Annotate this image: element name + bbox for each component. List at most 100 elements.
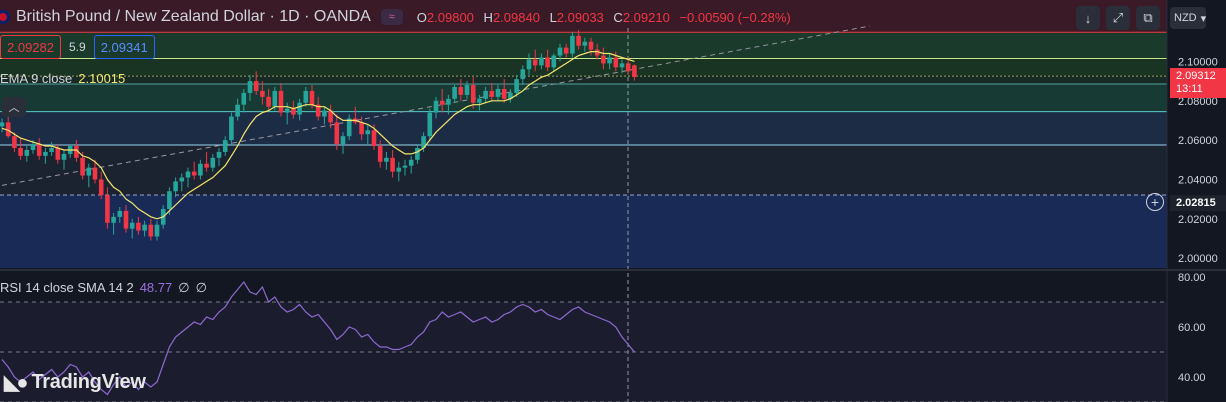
candle-body [18,147,23,156]
open-value: 2.09800 [426,9,474,25]
candle-body [198,163,203,176]
rsi-value: 48.77 [139,280,173,295]
ema-value: 2.10015 [78,71,126,86]
fullscreen-icon: ⤢ [1112,10,1124,25]
candle-body [5,122,11,137]
candle-body [433,100,439,113]
candle-body [365,130,371,135]
buy-button[interactable]: 2.09341 [93,35,155,59]
zone-fill [0,76,1167,85]
collapse-legend-button[interactable]: ︿ [2,97,26,117]
candle-body [563,47,569,54]
candle-body [415,147,420,160]
candle-body [30,144,36,150]
candle-body [396,167,402,172]
candle-body [315,104,321,117]
candle-body [495,88,501,97]
symbol-flag-icon [0,10,10,24]
screenshot-icon: ⧉ [1143,10,1153,25]
screenshot-button[interactable]: ⧉ [1136,6,1160,30]
price-tick-label: 2.06000 [1178,135,1218,147]
candle-body [625,63,631,72]
candle-body [371,130,377,147]
tradingview-logo-icon: ◣● [4,372,29,394]
close-label: C [613,9,623,25]
candle-body [594,49,600,56]
candle-body [390,157,395,172]
candle-body [12,136,17,148]
candle-body [489,90,495,97]
candle-body [191,171,197,176]
high-value: 2.09840 [492,9,540,25]
rsi-empty-1: ∅ [178,280,190,295]
add-plus-icon[interactable]: + [1146,193,1164,211]
zone-fill [0,0,1167,33]
ema-legend[interactable]: EMA 9 close 2.10015 [0,71,125,86]
candle-body [253,81,259,91]
candle-body [545,57,550,68]
ema-label: EMA 9 close [0,71,73,86]
close-value: 2.09210 [622,9,670,25]
tradingview-logo[interactable]: ◣● TradingView [4,370,146,395]
bar-countdown: 13:11 [1176,83,1203,95]
candle-body [247,81,253,93]
candle-body [241,92,247,105]
currency-selector[interactable]: NZD ▾ [1170,7,1206,29]
candle-body [74,146,79,158]
zone-fill [0,111,1167,146]
candle-body [43,151,48,156]
candle-body [154,224,160,237]
rsi-label: RSI 14 close SMA 14 2 [0,280,134,295]
down-arrow-icon: ↓ [1084,10,1092,26]
candle-body [98,179,104,196]
rsi-legend[interactable]: RSI 14 close SMA 14 2 48.77 ∅ ∅ [0,280,207,296]
price-tick-label: 2.02000 [1178,214,1218,226]
candle-body [173,181,178,192]
candle-body [359,122,364,135]
candle-body [179,177,185,182]
candle-body [55,147,61,160]
candle-body [117,210,123,217]
zone-fill [0,195,1167,268]
candle-body [24,149,30,156]
candle-body [340,136,346,145]
market-status-icon[interactable]: ≈ [380,9,403,25]
candle-body [266,96,271,107]
candle-body [204,163,209,168]
symbol-title[interactable]: British Pound / New Zealand Dollar · 1D … [16,8,371,25]
candle-body [377,146,383,162]
price-tick-label: 2.04000 [1178,174,1218,186]
candle-body [601,55,606,64]
candle-body [452,86,457,99]
candle-body [470,85,476,103]
candle-body [334,122,340,145]
candle-body [532,59,538,66]
candle-body [384,157,389,162]
candle-body [185,171,191,178]
candle-body [86,167,92,176]
rsi-tick-label: 60.00 [1178,322,1206,334]
spread-value: 5.9 [69,40,86,54]
candle-body [0,122,5,127]
low-label: L [549,9,557,25]
candle-body [632,65,637,77]
fullscreen-button[interactable]: ⤢ [1106,6,1130,30]
candle-body [464,85,470,95]
change-value: −0.00590 (−0.28%) [679,9,791,25]
candle-body [570,35,575,54]
candle-body [49,147,54,152]
candle-body [514,79,519,93]
candle-body [402,165,408,168]
sell-button[interactable]: 2.09282 [0,35,61,59]
candle-body [291,108,296,115]
low-value: 2.09033 [556,9,604,25]
candle-body [483,90,488,99]
candle-body [619,63,625,68]
candle-body [446,98,451,105]
candle-body [421,136,426,148]
trade-panel: 2.09282 5.9 2.09341 [0,35,155,59]
down-arrow-button[interactable]: ↓ [1076,6,1100,30]
price-tick-label: 2.08000 [1178,96,1218,108]
candle-body [508,92,513,99]
